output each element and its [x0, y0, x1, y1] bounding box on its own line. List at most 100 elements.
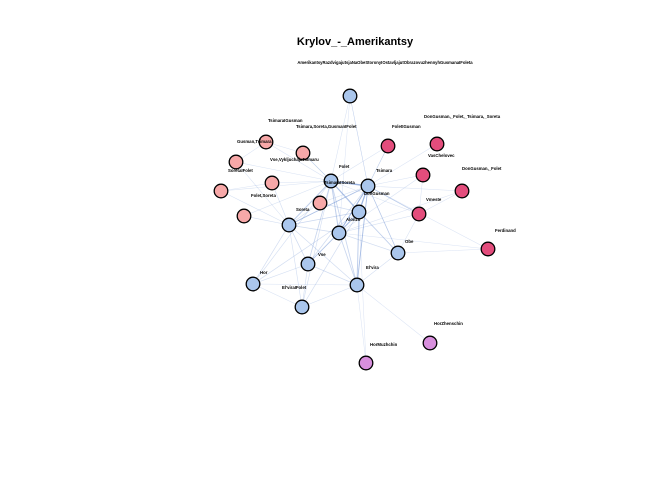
- node-label-Folet_Soreta: Folet,Soreta: [251, 193, 276, 198]
- node-label-Folet: Folet: [339, 164, 350, 169]
- edge-Tsimara-Soreta: [288, 185, 369, 226]
- edge-Alonzo-Soreta: [288, 211, 360, 226]
- node-Tsimara[interactable]: [360, 178, 376, 194]
- graph-subtitle: AmerikantsyRazdvigajutsjaNaObeStoronyIOs…: [297, 60, 473, 65]
- node-SoretaIFolet[interactable]: [228, 154, 244, 170]
- node-Folet_Soreta[interactable]: [264, 175, 280, 191]
- edge-Alonzo-Elvira: [356, 211, 360, 286]
- node-label-Elvira: El'vira: [366, 265, 379, 270]
- edge-top-center_blue: [338, 95, 351, 234]
- node-Soreta[interactable]: [281, 217, 297, 233]
- edge-Elvira-HorZhenschin: [356, 284, 431, 344]
- edge-TsimaraISoreta-center_blue: [330, 180, 340, 234]
- node-layer: [213, 88, 496, 371]
- edge-DonGusman_Folet-Vmeste: [418, 190, 463, 215]
- node-anon_pink_left[interactable]: [213, 183, 229, 199]
- edge-layer: [220, 95, 489, 364]
- edge-Tsimara-FoletIGusman: [367, 145, 389, 187]
- edge-Soreta-anon_pink_left: [220, 190, 290, 226]
- label-layer: DonGusman,_Folet,_Tsimara,_SoretaFoletIG…: [228, 114, 516, 347]
- edge-Vse-Elvira: [307, 263, 358, 286]
- node-label-Vse_VykljuchajaTsimaru: Vse,VykljuchajaTsimaru: [270, 157, 319, 162]
- graph-title: Krylov_-_Amerikantsy: [297, 36, 414, 48]
- node-center_blue[interactable]: [331, 225, 347, 241]
- node-ElviraIFolet[interactable]: [294, 299, 310, 315]
- node-Vmeste[interactable]: [411, 206, 427, 222]
- edge-Hor-Elvira: [252, 283, 358, 286]
- edge-TsimaraISoreta-SoretaIFolet: [235, 161, 332, 182]
- edge-TsimaraISoreta-Folet_Soreta: [271, 180, 332, 184]
- node-FoletIGusman[interactable]: [380, 138, 396, 154]
- node-HorZhenschin[interactable]: [422, 335, 438, 351]
- node-Alonzo[interactable]: [351, 204, 367, 220]
- edge-TsimaraISoreta-Vse: [307, 180, 332, 265]
- node-label-DonGusman_Folet: DonGusman,_Folet: [462, 166, 502, 171]
- edge-DonGusman-Vmeste: [367, 185, 420, 215]
- edge-Tsimara-top: [349, 95, 369, 187]
- node-label-SoretaIFolet: SoretaIFolet: [228, 168, 253, 173]
- node-label-TsimaraISoreta: TsimaraISoreta: [324, 180, 355, 185]
- edge-TsimaraISoreta-Gusman_Tsimara: [265, 141, 332, 182]
- node-Folet[interactable]: [323, 173, 339, 189]
- edge-Tsimara-Vmeste: [367, 185, 420, 215]
- edge-Alonzo-Hor: [252, 211, 360, 285]
- node-TsimaraIGusman[interactable]: [258, 134, 274, 150]
- edge-center_blue-VasChelovec: [338, 174, 424, 234]
- edge-Alonzo-ElviraIFolet: [301, 211, 360, 308]
- node-HorMuzhchin[interactable]: [358, 355, 374, 371]
- node-DonGusman_Folet_Tsimara_Soreta[interactable]: [429, 136, 445, 152]
- edge-top-DonGusman: [349, 95, 369, 187]
- node-label-DonGusman_Folet_Tsimara_Soreta: DonGusman,_Folet,_Tsimara,_Soreta: [424, 114, 501, 119]
- edge-Soreta-Hor: [252, 224, 290, 285]
- edge-DonGusman-DonGusman_Folet_Tsimara_Soreta: [367, 143, 438, 187]
- node-label-Ferdinand: Ferdinand: [495, 228, 516, 233]
- edge-TsimaraISoreta-FoletIGusman: [330, 145, 389, 182]
- edge-Tsimara-Elvira: [356, 185, 369, 286]
- node-Hor[interactable]: [245, 276, 261, 292]
- edge-DonGusman-Soreta: [288, 185, 369, 226]
- node-label-Alonzo: Alonzo: [346, 217, 361, 222]
- edge-Soreta-anon_pink_bottom: [243, 215, 290, 226]
- node-top[interactable]: [342, 88, 358, 104]
- edge-Tsimara-VasChelovec: [367, 174, 424, 187]
- node-label-Tsimara: Tsimara: [376, 168, 393, 173]
- edge-TsimaraISoreta-Soreta: [288, 180, 332, 226]
- edge-Tsimara-Vse: [307, 185, 369, 265]
- node-VasChelovec[interactable]: [415, 167, 431, 183]
- edge-center_blue-Elvira: [338, 232, 358, 286]
- node-label-HorZhenschin: HorZhenschin: [434, 321, 463, 326]
- edge-center_blue-Vmeste: [338, 213, 420, 234]
- node-label-Soreta: Soreta: [296, 207, 310, 212]
- edge-Soreta-Folet_Soreta: [271, 182, 290, 226]
- edge-center_blue-Soreta: [288, 224, 340, 234]
- edge-DonGusman-FoletIGusman: [367, 145, 389, 187]
- edge-Tsimara-Obe: [367, 185, 399, 254]
- node-anon_pink_center[interactable]: [312, 195, 328, 211]
- edge-TsimaraISoreta-top: [330, 95, 351, 182]
- edge-Soreta-Elvira: [288, 224, 358, 286]
- edge-center_blue-DonGusman_Folet: [338, 190, 463, 234]
- node-label-VasChelovec: VasChelovec: [428, 153, 455, 158]
- edge-TsimaraISoreta-Vmeste: [330, 180, 420, 215]
- node-anon_pink_bottom[interactable]: [236, 208, 252, 224]
- edge-Elvira-HorMuzhchin: [356, 284, 367, 364]
- node-Elvira[interactable]: [349, 277, 365, 293]
- edge-Obe-Ferdinand: [397, 248, 489, 254]
- edge-Tsimara-DonGusman_Folet: [367, 185, 463, 192]
- node-Ferdinand[interactable]: [480, 241, 496, 257]
- node-label-DonGusman: DonGusman: [364, 191, 390, 196]
- edge-Soreta-ElviraIFolet: [288, 224, 303, 308]
- node-label-Obe: Obe: [405, 239, 414, 244]
- node-Obe[interactable]: [390, 245, 406, 261]
- node-label-Tsimara_Soreta_GusmanIFolet: Tsimara,Soreta,GusmanIFolet: [296, 124, 357, 129]
- node-label-TsimaraIGusman: TsimaraIGusman: [268, 118, 303, 123]
- node-label-ElviraIFolet: El'viraIFolet: [282, 285, 307, 290]
- edge-DonGusman-Obe: [367, 185, 399, 254]
- edge-Soreta-SoretaIFolet: [235, 161, 290, 226]
- node-Tsimara_Soreta_GusmanIFolet[interactable]: [295, 145, 311, 161]
- node-label-Vse: Vse: [318, 252, 326, 257]
- node-DonGusman_Folet[interactable]: [454, 183, 470, 199]
- edge-DonGusman-Ferdinand: [367, 185, 489, 250]
- node-Vse[interactable]: [300, 256, 316, 272]
